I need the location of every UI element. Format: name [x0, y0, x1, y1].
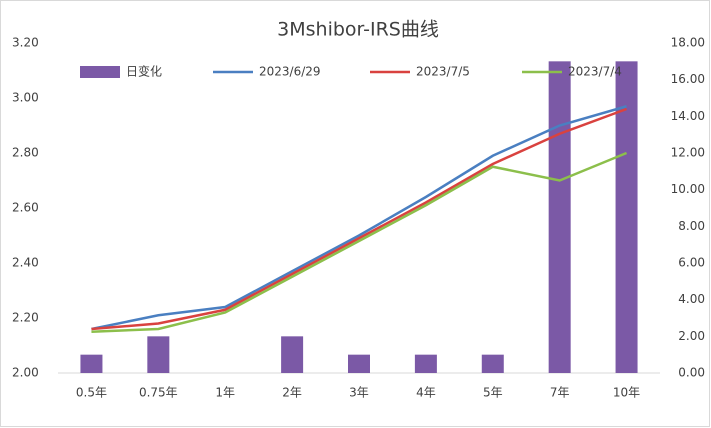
bar: [414, 354, 437, 373]
x-tick-label: 2年: [282, 386, 302, 400]
line: [91, 105, 627, 331]
legend-label: 2023/6/29: [259, 65, 321, 79]
x-tick-label: 7年: [550, 386, 570, 400]
y-tick-label: 2.40: [12, 256, 39, 270]
x-tick-label: 10年: [613, 386, 640, 400]
bar: [147, 336, 170, 373]
y2-tick-label: 6.00: [678, 256, 705, 270]
y-tick-label: 3.20: [12, 36, 39, 50]
y2-tick-label: 18.00: [671, 36, 705, 50]
legend-label: 2023/7/4: [568, 65, 622, 79]
y2-tick-label: 4.00: [678, 292, 705, 306]
legend-swatch: [80, 66, 120, 78]
x-tick-label: 3年: [349, 386, 369, 400]
y2-tick-label: 16.00: [671, 72, 705, 86]
y-tick-label: 2.00: [12, 366, 39, 380]
bar: [80, 354, 103, 373]
y-tick-label: 3.00: [12, 91, 39, 105]
x-tick-label: 4年: [416, 386, 436, 400]
y-tick-label: 2.60: [12, 201, 39, 215]
chart-title: 3Mshibor-IRS曲线: [277, 19, 439, 41]
y2-tick-label: 8.00: [678, 219, 705, 233]
line: [91, 151, 628, 333]
bar: [348, 354, 370, 373]
y2-tick-label: 14.00: [671, 109, 705, 123]
bar: [615, 61, 638, 373]
y2-tick-label: 10.00: [671, 182, 705, 196]
y-tick-label: 2.80: [12, 146, 39, 160]
legend-label: 2023/7/5: [416, 65, 470, 79]
x-tick-label: 0.75年: [139, 386, 178, 400]
bar: [281, 336, 304, 373]
y2-tick-label: 12.00: [671, 146, 705, 160]
y-tick-label: 2.20: [12, 311, 39, 325]
legend-label: 日变化: [126, 64, 162, 79]
x-tick-label: 0.5年: [76, 386, 107, 400]
bar: [548, 61, 571, 373]
y2-tick-label: 0.00: [678, 366, 705, 380]
line: [91, 107, 627, 331]
x-tick-label: 1年: [215, 386, 235, 400]
x-tick-label: 5年: [483, 386, 503, 400]
bar: [481, 354, 504, 373]
y2-tick-label: 2.00: [678, 329, 705, 343]
